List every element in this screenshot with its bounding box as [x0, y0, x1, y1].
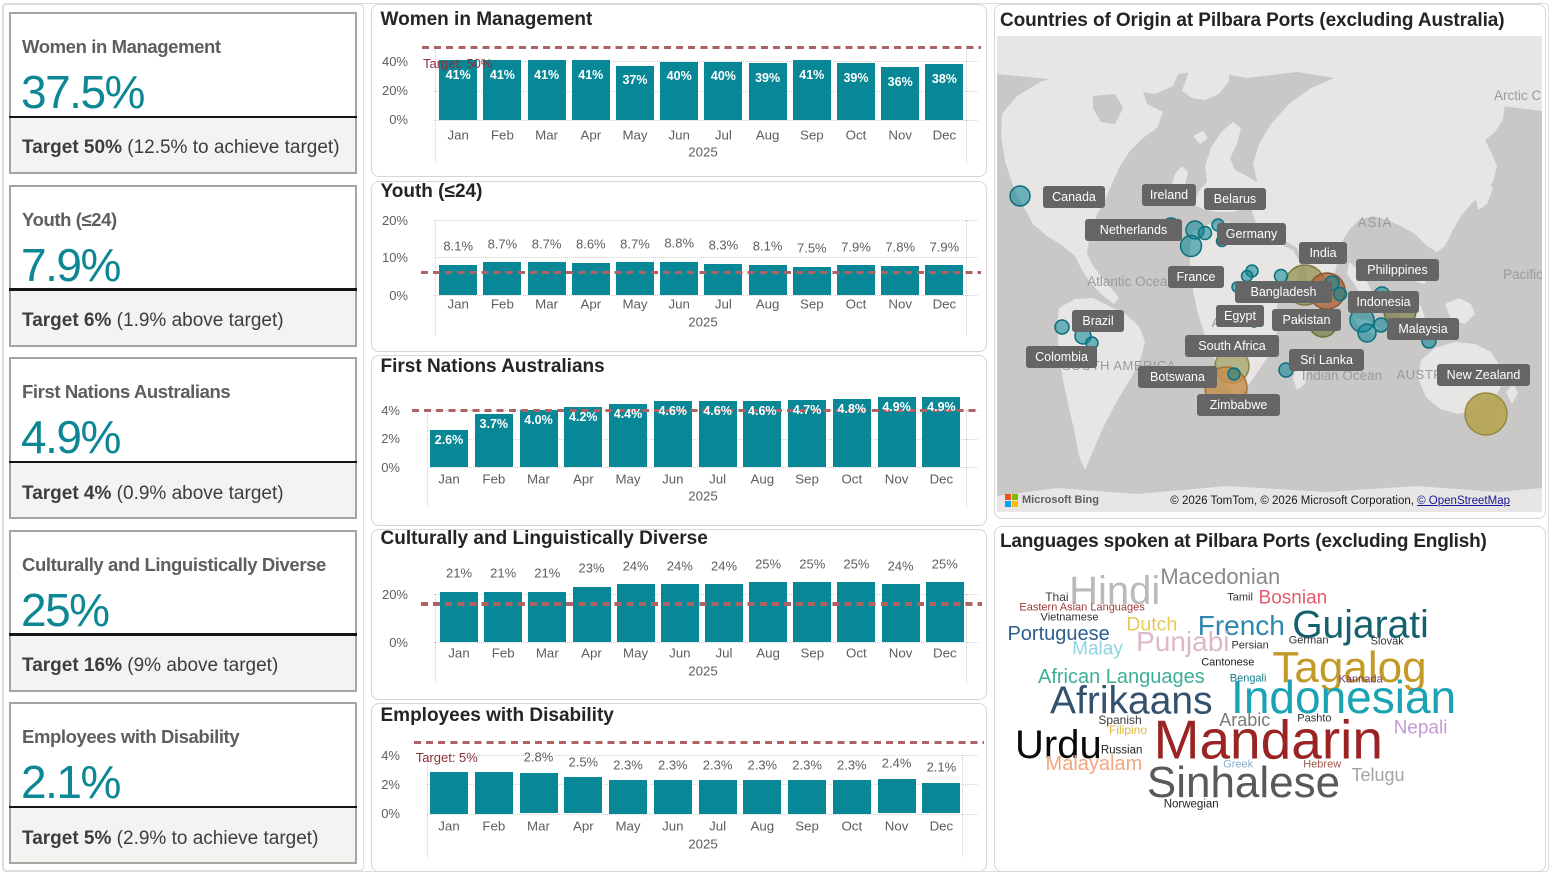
svg-text:Pacific: Pacific — [1503, 267, 1542, 282]
svg-text:ASIA: ASIA — [1358, 215, 1393, 230]
svg-text:Indian Ocean: Indian Ocean — [1302, 368, 1382, 383]
svg-text:Atlantic Ocean: Atlantic Ocean — [1087, 274, 1175, 289]
svg-text:Arctic Circle: Arctic Circle — [1494, 88, 1542, 103]
